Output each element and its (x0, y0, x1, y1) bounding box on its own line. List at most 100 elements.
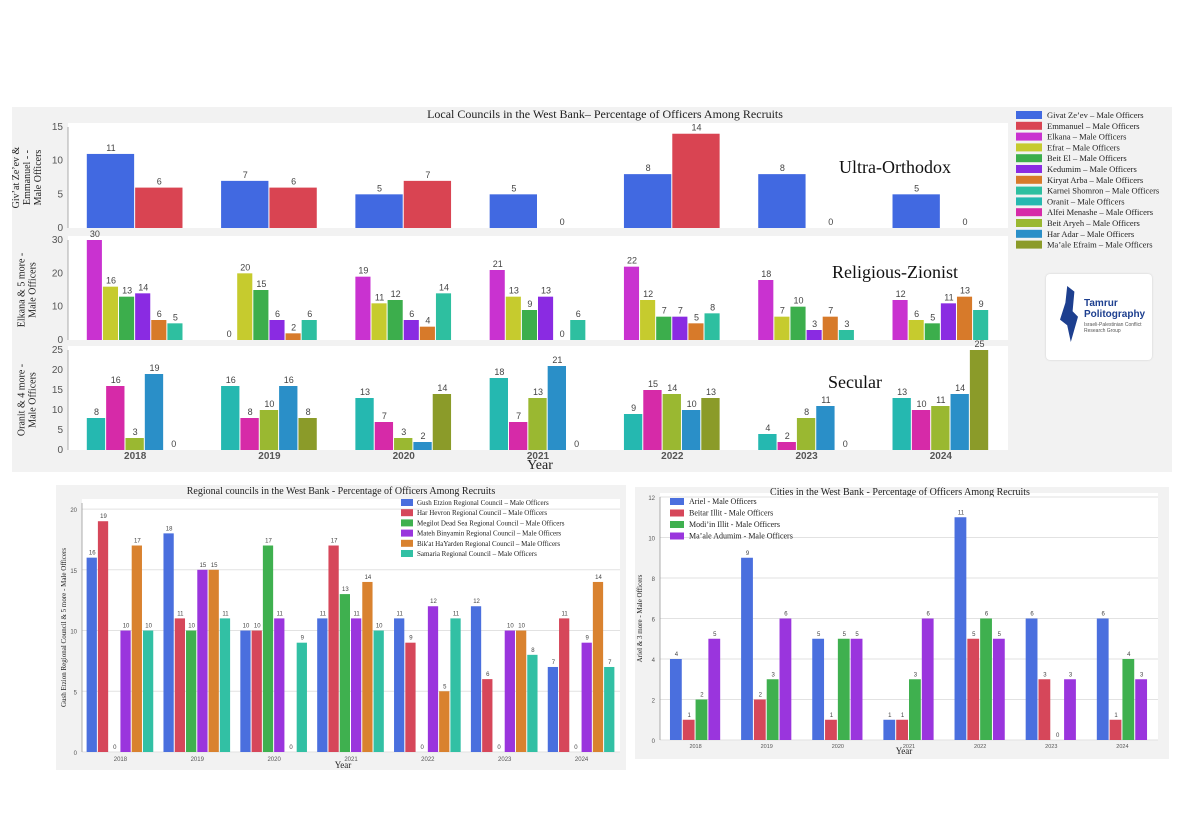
bar-ariel-male-officers-2023 (1025, 618, 1038, 740)
value-label: 12 (391, 289, 401, 299)
value-label: 12 (896, 289, 906, 299)
bar-samaria-regional-council-male-officers-2022 (450, 618, 461, 752)
y-tick-label: 10 (52, 302, 64, 313)
value-label: 5 (377, 183, 382, 193)
x-tick-label: 2018 (689, 744, 701, 750)
bar-modi-in-illit-male-officers-2019 (766, 679, 779, 740)
category-label-ultra-orthodox: Ultra-Orthodox (839, 157, 951, 177)
bar-megilot-dead-sea-regional-council-male-officers-2019 (186, 630, 197, 752)
bar-alfei-menashe-male-officers-2023 (777, 442, 796, 450)
value-label: 0 (963, 217, 968, 227)
bar-ma-ale-adumim-male-officers-2021 (921, 618, 934, 740)
bar-ma-ale-efraim-male-officers-2019 (298, 418, 317, 450)
value-label: 2 (291, 322, 296, 332)
bar-givat-ze-ev-male-officers-2021 (489, 194, 537, 228)
value-label: 9 (301, 636, 305, 642)
bar-har-hevron-regional-council-male-officers-2022 (405, 642, 416, 752)
value-label: 14 (691, 123, 701, 133)
legend-swatch (401, 529, 413, 537)
bar-efrat-male-officers-2022 (640, 300, 656, 340)
y-tick-label: 25 (52, 345, 64, 356)
bar-ma-ale-adumim-male-officers-2024 (1135, 679, 1148, 740)
value-label: 11 (354, 611, 361, 617)
category-label-religious-zionist: Religious-Zionist (832, 262, 958, 282)
value-label: 5 (998, 632, 1002, 638)
value-label: 0 (227, 329, 232, 339)
value-label: 21 (552, 355, 562, 365)
value-label: 5 (173, 312, 178, 322)
bar-bik-at-hayarden-regional-council-male-officers-2023 (515, 630, 527, 752)
bar-gush-etzion-regional-council-male-officers-2022 (394, 618, 405, 752)
tamrur-logo: Tamrur Politography Israeli-Palestinian … (1046, 274, 1152, 360)
bar-givat-ze-ev-male-officers-2019 (221, 180, 269, 228)
legend-label: Beitar Illit - Male Officers (689, 509, 773, 518)
legend-swatch (1016, 175, 1042, 184)
bar-oranit-male-officers-2018 (86, 418, 106, 450)
value-label: 10 (123, 624, 130, 630)
regional-chart: Regional councils in the West Bank - Per… (60, 486, 620, 770)
bar-alfei-menashe-male-officers-2020 (374, 422, 394, 450)
legend-label: Kedumim – Male Officers (1047, 164, 1137, 174)
bar-beit-el-male-officers-2021 (521, 310, 537, 340)
value-label: 5 (914, 183, 919, 193)
value-label: 11 (397, 611, 404, 617)
value-label: 5 (443, 684, 447, 690)
x-tick-label: 2022 (974, 744, 986, 750)
x-tick-label: 2023 (498, 757, 512, 763)
value-label: 10 (376, 624, 383, 630)
legend-label: Modi’in Illit - Male Officers (689, 520, 780, 529)
value-label: 17 (331, 539, 338, 545)
bar-oranit-male-officers-2023 (758, 434, 777, 450)
value-label: 3 (844, 319, 849, 329)
x-tick-label: 2018 (114, 757, 128, 763)
bar-beit-aryeh-male-officers-2024 (931, 406, 950, 450)
y-tick-label: 20 (52, 365, 64, 376)
value-label: 14 (595, 575, 602, 581)
bar-samaria-regional-council-male-officers-2019 (219, 618, 231, 752)
bar-ma-ale-adumim-male-officers-2023 (1064, 679, 1076, 740)
bar-beitar-illit-male-officers-2020 (825, 719, 837, 740)
bar-har-hevron-regional-council-male-officers-2023 (482, 679, 493, 752)
bar-bik-at-hayarden-regional-council-male-officers-2022 (439, 691, 450, 752)
legend-label: Karnei Shomron – Male Officers (1047, 186, 1159, 196)
value-label: 10 (687, 399, 697, 409)
bar-kedumim-male-officers-2020 (403, 320, 419, 340)
bar-modi-in-illit-male-officers-2022 (980, 618, 992, 740)
value-label: 2 (421, 431, 426, 441)
bar-karnei-shomron-male-officers-2021 (570, 320, 586, 340)
bar-har-adar-male-officers-2023 (816, 406, 835, 450)
value-label: 11 (320, 611, 327, 617)
bar-samaria-regional-council-male-officers-2021 (373, 630, 384, 752)
value-label: 6 (275, 309, 280, 319)
value-label: 19 (358, 266, 368, 276)
legend-swatch (1016, 154, 1042, 163)
logo-subtitle: Israeli-Palestinian Conflict Research Gr… (1084, 322, 1142, 334)
value-label: 6 (291, 177, 296, 187)
y-tick-label: 4 (652, 658, 656, 664)
bar-gush-etzion-regional-council-male-officers-2021 (317, 618, 328, 752)
bar-karnei-shomron-male-officers-2024 (973, 310, 989, 340)
x-tick-label: 2020 (393, 451, 416, 462)
value-label: 17 (134, 539, 141, 545)
bar-ariel-male-officers-2020 (812, 638, 825, 740)
y-axis-label: Gush Etzion Regional Council & 5 more - … (60, 548, 68, 707)
bar-samaria-regional-council-male-officers-2020 (296, 642, 307, 752)
bar-elkana-male-officers-2024 (892, 300, 908, 340)
legend-label: Beit Aryeh – Male Officers (1047, 218, 1140, 228)
bar-elkana-male-officers-2018 (86, 240, 102, 340)
y-axis-label: Ariel & 3 more - Male Officers (636, 574, 644, 662)
legend-swatch (1016, 111, 1042, 119)
legend-swatch (670, 498, 684, 505)
bar-ariel-male-officers-2018 (669, 659, 682, 740)
y-tick-label: 6 (652, 618, 656, 624)
bar-efrat-male-officers-2024 (908, 320, 924, 340)
bar-har-adar-male-officers-2021 (547, 366, 567, 450)
bar-givat-ze-ev-male-officers-2020 (355, 194, 403, 228)
x-tick-label: 2023 (1045, 744, 1057, 750)
value-label: 16 (106, 276, 116, 286)
y-tick-label: 10 (648, 537, 655, 543)
bar-beit-aryeh-male-officers-2019 (259, 410, 279, 450)
value-label: 5 (843, 632, 847, 638)
legend-label: Elkana – Male Officers (1047, 132, 1126, 142)
legend-swatch (1016, 121, 1042, 130)
